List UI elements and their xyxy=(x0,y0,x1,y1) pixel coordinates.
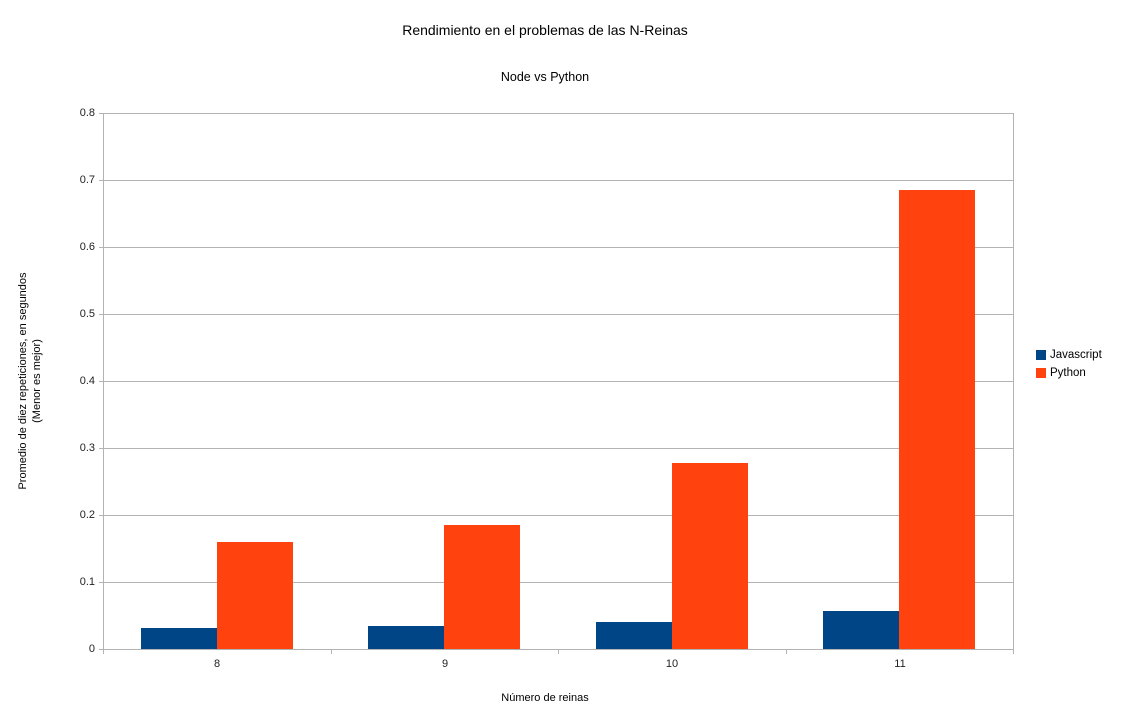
y-axis-tick xyxy=(99,515,103,516)
y-tick-label: 0.1 xyxy=(79,576,95,588)
y-tick-label: 0.8 xyxy=(79,107,95,119)
gridline-y-0.7 xyxy=(103,180,1013,181)
x-axis-tick xyxy=(331,650,332,654)
y-tick-label: 0.2 xyxy=(79,509,95,521)
bar-python-8 xyxy=(217,542,293,649)
y-tick-label: 0.3 xyxy=(79,442,95,454)
bar-javascript-8 xyxy=(141,628,217,649)
x-tick-label: 10 xyxy=(665,658,679,670)
y-axis-tick xyxy=(99,180,103,181)
gridline-y-0.4 xyxy=(103,381,1013,382)
y-axis-tick xyxy=(99,247,103,248)
x-axis-tick xyxy=(558,650,559,654)
gridline-y-0.5 xyxy=(103,314,1013,315)
legend-label-javascript: Javascript xyxy=(1050,349,1102,361)
y-axis-tick xyxy=(99,314,103,315)
bar-python-11 xyxy=(899,190,975,649)
y-tick-label: 0.4 xyxy=(79,375,95,387)
gridline-y-0.6 xyxy=(103,247,1013,248)
y-axis-tick xyxy=(99,582,103,583)
y-axis-tick xyxy=(99,113,103,114)
y-axis-title: Promedio de diez repeticiones, en segund… xyxy=(16,272,44,489)
javascript-series-swatch-icon xyxy=(1036,350,1046,360)
legend-label-python: Python xyxy=(1050,367,1086,379)
chart-title: Rendimiento en el problemas de las N-Rei… xyxy=(402,22,688,38)
y-tick-label: 0.6 xyxy=(79,241,95,253)
bar-javascript-10 xyxy=(596,622,672,649)
bar-python-9 xyxy=(444,525,520,649)
y-axis-title-line2: (Menor es mejor) xyxy=(31,339,43,423)
python-series-swatch-icon xyxy=(1036,368,1046,378)
x-axis-title: Número de reinas xyxy=(501,692,589,704)
x-axis-tick xyxy=(1013,650,1014,654)
bar-javascript-11 xyxy=(823,611,899,649)
y-axis-title-line1: Promedio de diez repeticiones, en segund… xyxy=(17,272,29,490)
x-tick-label: 8 xyxy=(213,658,221,670)
gridline-y-0.1 xyxy=(103,582,1013,583)
bar-javascript-9 xyxy=(368,626,444,649)
x-axis-tick xyxy=(786,650,787,654)
y-tick-label: 0.7 xyxy=(79,174,95,186)
chart-subtitle: Node vs Python xyxy=(500,70,590,84)
y-tick-label: 0 xyxy=(88,643,95,655)
y-axis-tick xyxy=(99,649,103,650)
x-tick-label: 9 xyxy=(441,658,449,670)
gridline-y-0.3 xyxy=(103,448,1013,449)
x-tick-label: 11 xyxy=(894,658,906,670)
y-tick-label: 0.5 xyxy=(79,308,95,320)
legend: Javascript Python xyxy=(1036,346,1102,382)
legend-item-python: Python xyxy=(1036,364,1102,382)
x-axis-tick xyxy=(103,650,104,654)
bar-python-10 xyxy=(672,463,748,649)
legend-item-javascript: Javascript xyxy=(1036,346,1102,364)
y-axis-tick xyxy=(99,381,103,382)
gridline-y-0.2 xyxy=(103,515,1013,516)
y-axis-tick xyxy=(99,448,103,449)
